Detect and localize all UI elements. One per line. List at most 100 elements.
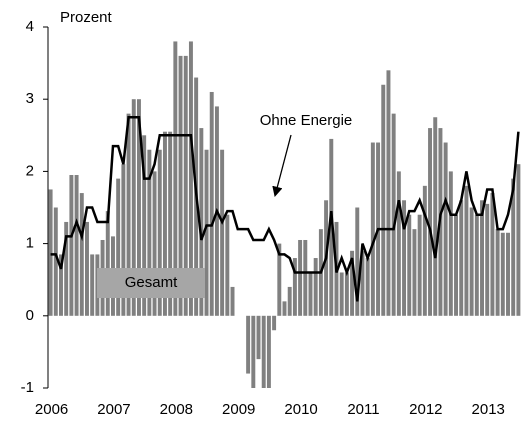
y-tick-label: 0 [26,307,34,324]
bar [90,254,95,316]
series-label: Ohne Energie [260,112,353,129]
bar [422,185,427,316]
y-tick-label: 2 [26,162,34,179]
bar [126,113,131,316]
arrow [272,134,292,198]
bar [209,91,214,316]
bar [511,178,516,316]
bar [428,128,433,316]
bar [292,258,297,316]
y-tick-label: 3 [26,90,34,107]
y-axis-label: Prozent [60,9,113,26]
bar [370,142,375,316]
bar [516,164,521,316]
y-tick-label: 4 [26,18,34,35]
bar [287,286,292,316]
bar [381,84,386,316]
bar [469,207,474,316]
bar [105,211,110,316]
label-bg [242,108,370,132]
bar [230,286,235,316]
bar [246,315,251,374]
bar [402,200,407,316]
bar [396,171,401,316]
bar [391,113,396,316]
bar [386,70,391,316]
bar [266,315,271,388]
bar [162,131,167,316]
x-tick-label: 2009 [222,401,255,418]
bar [433,117,438,316]
bar [85,221,89,316]
bar [282,301,287,316]
bar [448,171,453,316]
bar [350,250,355,316]
bar [183,55,188,316]
bar [298,239,303,316]
bar [407,214,412,316]
line [50,116,520,302]
series-label: Gesamt [125,274,178,291]
bar [121,164,126,316]
bar [53,207,58,316]
bar [261,315,266,388]
bar [500,232,505,316]
x-tick-label: 2010 [284,401,317,418]
x-tick-label: 2008 [160,401,193,418]
bar [204,149,209,316]
bar [490,193,495,316]
bar [360,250,365,316]
bar [136,99,141,316]
bar [329,138,334,316]
bar [464,185,469,316]
bar [48,189,53,316]
bar [59,254,63,316]
bar [480,200,484,316]
bar [178,55,183,316]
x-tick-label: 2011 [347,401,379,418]
bar [474,214,479,316]
bar [506,232,510,316]
bar [459,200,464,316]
bar [412,229,417,316]
bar [485,203,490,316]
bar [131,99,136,316]
x-tick-label: 2006 [35,401,68,418]
bar [188,41,193,316]
bar [142,135,147,316]
legend-box [97,268,205,298]
x-tick-label: 2012 [409,401,442,418]
bar [355,207,360,316]
bar [168,131,173,316]
bar [277,243,282,316]
bar [157,149,162,316]
bar [339,272,344,316]
bar [225,214,230,316]
bar [344,272,349,316]
bar [173,41,178,316]
bar [79,193,84,316]
bar [74,175,79,316]
bar [417,214,422,316]
bar [152,171,157,316]
bar [199,128,204,316]
bar [308,272,313,316]
bar [454,214,459,316]
x-tick-label: 2007 [97,401,130,418]
bar [64,221,69,316]
bar [69,175,74,316]
bar [251,315,256,388]
bar [116,178,121,316]
bar [220,149,225,316]
bar [443,142,448,316]
bar [272,315,277,331]
y-tick-label: 1 [26,235,34,252]
bar [495,229,500,316]
bar [147,149,152,316]
bar [365,258,370,316]
bar [303,239,308,316]
x-tick-label: 2013 [472,401,505,418]
bar [256,315,261,360]
